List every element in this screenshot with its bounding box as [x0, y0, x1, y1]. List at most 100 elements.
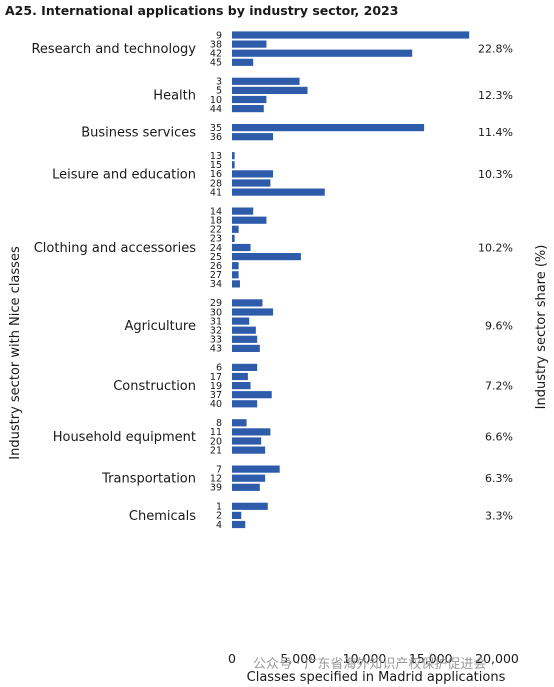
sector-label: Agriculture — [125, 319, 197, 334]
class-label: 33 — [210, 335, 222, 346]
class-label: 1 — [216, 502, 222, 513]
class-label: 32 — [210, 326, 222, 337]
bar — [232, 446, 266, 454]
chart-title: A25. International applications by indus… — [5, 3, 398, 18]
class-label: 16 — [210, 169, 222, 180]
class-label: 29 — [210, 298, 222, 309]
class-label: 11 — [210, 427, 222, 438]
bar — [232, 428, 271, 436]
x-axis-label: Classes specified in Madrid applications — [247, 670, 506, 685]
class-label: 20 — [210, 436, 222, 447]
bar — [232, 437, 262, 445]
bar — [232, 179, 271, 187]
class-label: 26 — [210, 261, 222, 272]
class-label: 27 — [210, 270, 222, 281]
class-label: 41 — [210, 187, 222, 198]
bar — [232, 234, 235, 242]
bar — [232, 77, 300, 85]
class-label: 30 — [210, 307, 222, 318]
class-label: 4 — [216, 520, 222, 531]
class-label: 39 — [210, 483, 222, 494]
bar — [232, 419, 247, 427]
watermark: 公众号 · 广东省海外知识产权保护促进会 — [253, 656, 486, 672]
sector-label: Business services — [81, 126, 196, 141]
sector-share-label: 6.3% — [485, 472, 513, 485]
class-label: 19 — [210, 381, 222, 392]
bar — [232, 49, 413, 57]
sector-label: Construction — [113, 379, 196, 394]
class-label: 25 — [210, 252, 222, 263]
sector-share-label: 22.8% — [478, 43, 513, 56]
bar — [232, 243, 251, 252]
class-label: 9 — [216, 30, 222, 41]
class-label: 44 — [210, 104, 222, 115]
bar — [232, 299, 263, 307]
class-label: 38 — [210, 39, 222, 50]
x-tick-label: 20,000 — [475, 651, 519, 666]
bar — [232, 207, 254, 215]
sector-share-label: 12.3% — [478, 89, 513, 102]
class-label: 24 — [210, 243, 222, 254]
class-label: 2 — [216, 511, 222, 522]
x-tick-label: 0 — [228, 651, 236, 666]
sector-label: Leisure and education — [52, 167, 196, 182]
class-label: 28 — [210, 178, 222, 189]
sector-share-label: 7.2% — [485, 380, 513, 393]
x-ticks-group: 0 5,000 10,000 15,000 20,000 — [228, 651, 519, 666]
bar — [232, 317, 250, 325]
bar — [232, 161, 235, 169]
class-label: 18 — [210, 216, 222, 227]
sector-label: Research and technology — [31, 42, 196, 57]
sector-share-label: 11.4% — [478, 126, 513, 139]
bar — [232, 40, 267, 48]
class-label: 7 — [216, 464, 222, 475]
class-label: 31 — [210, 316, 222, 327]
class-label: 5 — [216, 86, 222, 97]
class-label: 23 — [210, 234, 222, 245]
bar — [232, 382, 251, 390]
bar — [232, 31, 470, 39]
x-tick-label: 10,000 — [343, 651, 387, 666]
bar — [232, 225, 239, 233]
class-label: 42 — [210, 49, 222, 60]
class-label: 22 — [210, 225, 222, 236]
bar — [232, 58, 254, 66]
class-label: 3 — [216, 77, 222, 88]
bar — [232, 372, 248, 381]
class-label: 45 — [210, 58, 222, 69]
bar — [232, 124, 425, 132]
class-label: 17 — [210, 372, 222, 383]
bar — [232, 465, 280, 473]
class-label: 21 — [210, 445, 222, 456]
class-label: 8 — [216, 418, 222, 429]
bar — [232, 253, 301, 261]
bar — [232, 280, 240, 288]
class-label: 12 — [210, 474, 222, 485]
bar — [232, 502, 268, 510]
bar — [232, 152, 235, 160]
bar — [232, 474, 266, 482]
y2-axis-label: Industry sector share (%) — [534, 245, 549, 410]
class-label: 13 — [210, 151, 222, 162]
sector-share-label: 10.2% — [478, 242, 513, 255]
sector-label: Transportation — [101, 472, 196, 487]
sector-share-label: 6.6% — [485, 430, 513, 443]
bar — [232, 363, 258, 371]
sector-label: Clothing and accessories — [34, 241, 197, 256]
bar — [232, 133, 274, 141]
bar — [232, 400, 258, 408]
x-tick-label: 5,000 — [280, 651, 316, 666]
sector-share-label: 10.3% — [478, 168, 513, 181]
bar — [232, 216, 267, 224]
bar — [232, 95, 267, 104]
bar — [232, 271, 239, 279]
x-tick-label: 15,000 — [409, 651, 453, 666]
bar — [232, 511, 242, 519]
bar — [232, 262, 239, 270]
bar — [232, 86, 308, 94]
sector-label: Chemicals — [129, 509, 196, 524]
class-label: 43 — [210, 344, 222, 355]
bar — [232, 188, 325, 196]
